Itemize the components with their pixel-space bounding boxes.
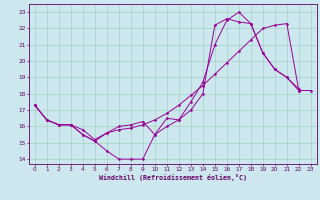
- X-axis label: Windchill (Refroidissement éolien,°C): Windchill (Refroidissement éolien,°C): [99, 174, 247, 181]
